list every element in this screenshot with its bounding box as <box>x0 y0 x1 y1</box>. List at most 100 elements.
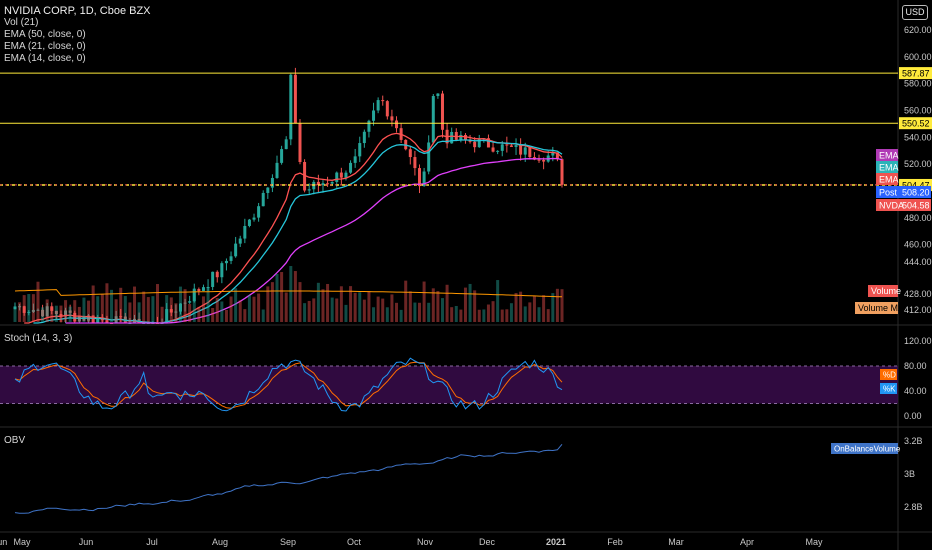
side-label-value: 504.58 <box>902 201 930 211</box>
volume-bar <box>234 288 238 322</box>
candle-body <box>395 120 399 129</box>
time-tick: 2021 <box>546 537 566 547</box>
volume-bar <box>408 291 412 322</box>
volume-bar <box>491 301 495 322</box>
candle-body <box>358 143 362 157</box>
candle-body <box>45 306 49 317</box>
volume-bar <box>505 309 509 322</box>
volume-bar <box>326 283 330 322</box>
legend-vol: Vol (21) <box>4 17 39 28</box>
volume-bar <box>238 300 242 322</box>
candle-body <box>560 159 564 185</box>
candle-body <box>413 157 417 169</box>
volume-bar <box>31 294 35 322</box>
candle-body <box>77 316 81 322</box>
volume-bar <box>459 309 463 322</box>
side-label-value: 508.20 <box>902 188 930 198</box>
candle-body <box>215 271 219 278</box>
volume-bar <box>270 282 274 322</box>
stoch-tick: 80.00 <box>904 361 927 371</box>
candle-body <box>367 120 371 132</box>
candle-body <box>169 309 173 313</box>
volume-bar <box>473 290 477 322</box>
volume-bar <box>514 293 518 322</box>
volume-bar <box>316 282 320 322</box>
candle-body <box>353 156 357 163</box>
candle-body <box>174 311 178 313</box>
volume-bar <box>275 273 279 322</box>
candle-body <box>450 131 454 144</box>
volume-bar <box>41 307 45 322</box>
volume-bar <box>197 306 201 322</box>
candle-body <box>275 162 279 178</box>
volume-bar <box>137 302 141 322</box>
candle-body <box>349 162 353 173</box>
time-tick: Jun <box>0 537 7 547</box>
volume-bar <box>211 307 215 322</box>
volume-bar <box>13 308 17 322</box>
stoch-title: Stoch (14, 3, 3) <box>4 333 73 344</box>
candles-group <box>13 67 564 324</box>
price-tick: 540.00 <box>904 132 932 142</box>
side-label-bg <box>876 186 931 198</box>
candle-body <box>316 181 320 186</box>
level-label: 550.52 <box>902 119 930 129</box>
volume-bar <box>358 292 362 322</box>
volume-label-bg <box>868 285 898 297</box>
stoch-d-line <box>14 361 563 409</box>
price-tick: 460.00 <box>904 240 932 250</box>
candle-body <box>514 145 518 147</box>
candle-body <box>454 131 458 140</box>
volume-bar <box>353 292 357 322</box>
symbol-title: NVIDIA CORP, 1D, Cboe BZX <box>4 5 151 17</box>
currency-button[interactable]: USD <box>902 5 928 20</box>
candle-body <box>229 256 233 261</box>
candle-body <box>280 149 284 163</box>
volume-bar <box>537 307 541 322</box>
candle-body <box>362 131 366 144</box>
side-label: EMA <box>879 163 899 173</box>
candle-body <box>54 310 58 314</box>
candle-body <box>427 142 431 172</box>
volume-bar <box>399 309 403 322</box>
side-label-bg <box>876 161 898 173</box>
volume-bar <box>261 309 265 322</box>
volume-bar <box>298 282 302 322</box>
volume-bar <box>243 309 247 322</box>
volume-bar <box>551 293 555 322</box>
candle-body <box>339 172 343 178</box>
level-label: 504.47 <box>902 180 930 190</box>
volume-bar <box>247 295 251 322</box>
volume-bar <box>96 296 100 322</box>
candle-body <box>509 145 513 147</box>
obv-tick: 3B <box>904 469 915 479</box>
candle-body <box>192 289 196 302</box>
volume-bar <box>284 292 288 322</box>
candle-body <box>436 93 440 97</box>
volume-bar <box>224 309 228 322</box>
candle-body <box>234 243 238 257</box>
volume-bar <box>454 305 458 322</box>
volume-bar <box>192 288 196 322</box>
volume-bar <box>367 291 371 322</box>
candle-body <box>307 189 311 191</box>
volume-bar <box>54 305 58 322</box>
obv-tick: 3.2B <box>904 436 923 446</box>
volume-bar <box>82 297 86 322</box>
volume-bar <box>110 289 114 322</box>
volume-bar <box>468 283 472 322</box>
obv-label: OnBalanceVolume <box>834 445 901 454</box>
volume-bar <box>555 288 559 322</box>
candle-body <box>27 311 31 313</box>
volume-bar <box>532 295 536 322</box>
volume-bar <box>73 300 77 322</box>
stoch-tick: 120.00 <box>904 336 932 346</box>
volume-bar <box>155 284 159 322</box>
volume-bar <box>303 303 307 322</box>
volume-bar <box>215 298 219 322</box>
candle-body <box>486 138 490 148</box>
volume-bar <box>418 302 422 322</box>
volume-bar <box>160 306 164 322</box>
price-tick: 444.00 <box>904 257 932 267</box>
candle-body <box>418 168 422 187</box>
